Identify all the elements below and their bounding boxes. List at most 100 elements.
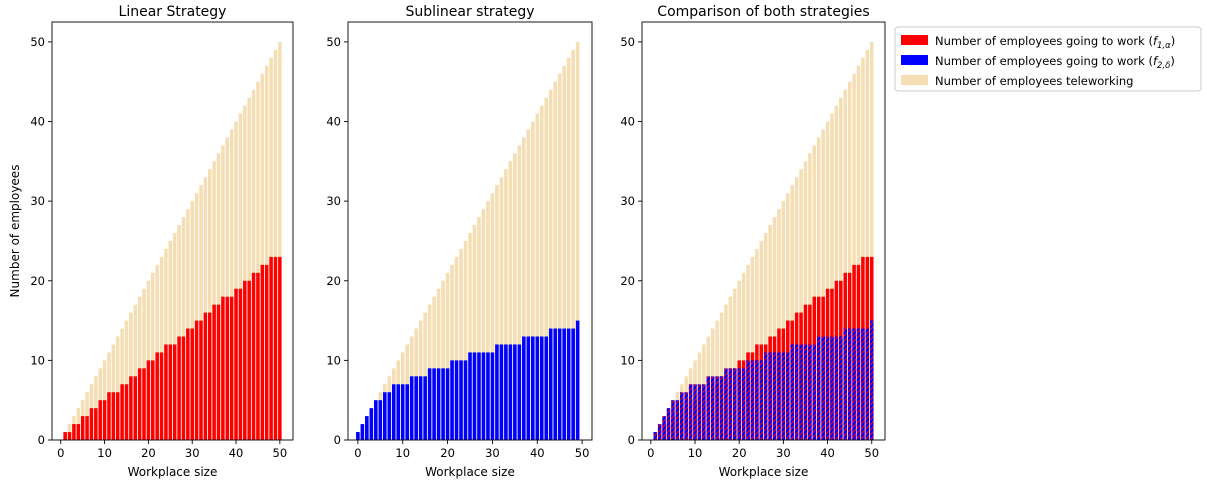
bar — [133, 304, 138, 440]
x-tick-label: 40 — [820, 446, 835, 460]
bar — [472, 352, 477, 440]
bar — [256, 272, 260, 440]
bar — [89, 408, 94, 440]
bar — [477, 352, 481, 440]
x-tick-label: 40 — [530, 446, 545, 460]
bar — [151, 360, 155, 440]
legend: Number of employees going to work (f1,α)… — [894, 26, 1202, 92]
bar — [544, 97, 549, 440]
bar — [454, 360, 459, 440]
bar — [229, 129, 234, 441]
bar — [544, 336, 549, 440]
x-tick-label: 30 — [185, 446, 200, 460]
bar — [94, 408, 98, 440]
x-tick-label: 10 — [97, 446, 112, 460]
bar — [221, 296, 225, 440]
bar — [575, 41, 580, 441]
bar — [856, 65, 861, 440]
bar — [741, 368, 746, 440]
bar — [728, 368, 733, 440]
chart-title: Linear Strategy — [119, 4, 227, 20]
x-axis-label: Workplace size — [719, 465, 809, 479]
bars — [63, 41, 282, 441]
bar — [278, 41, 282, 441]
legend-swatch — [901, 35, 928, 45]
bar — [194, 193, 199, 440]
bar — [684, 392, 688, 440]
y-tick-label: 30 — [30, 194, 45, 208]
legend-box — [894, 26, 1202, 92]
bar — [477, 217, 481, 440]
bar — [847, 81, 852, 441]
bar — [808, 153, 812, 440]
bar — [234, 288, 238, 440]
bar — [557, 73, 562, 440]
x-tick-label: 0 — [647, 446, 654, 460]
bar — [468, 232, 472, 440]
bar — [808, 344, 812, 440]
bar — [675, 400, 680, 440]
x-tick-label: 0 — [57, 446, 64, 460]
bar — [768, 352, 772, 440]
bar — [256, 81, 260, 441]
bar — [750, 360, 755, 440]
bar — [190, 328, 194, 440]
bar — [155, 352, 159, 440]
bar — [260, 73, 265, 440]
bar — [468, 352, 472, 440]
bar — [495, 185, 499, 440]
x-tick-label: 10 — [688, 446, 703, 460]
bar — [763, 352, 768, 440]
bar — [120, 384, 124, 440]
bar — [67, 432, 72, 440]
series-1 — [63, 256, 282, 440]
bar — [508, 161, 513, 440]
bar — [427, 368, 432, 440]
bar — [85, 416, 89, 440]
bar — [177, 336, 181, 440]
bar — [238, 288, 243, 440]
bar — [566, 57, 571, 440]
bar — [212, 161, 216, 440]
bar — [755, 360, 759, 440]
bar — [719, 376, 724, 440]
bar — [159, 352, 164, 440]
bar — [531, 121, 535, 441]
bar — [566, 328, 571, 440]
bar — [750, 256, 755, 440]
bar — [238, 113, 243, 440]
bar — [812, 145, 817, 440]
x-tick-label: 50 — [575, 446, 590, 460]
bar — [459, 360, 463, 440]
bar — [369, 408, 374, 440]
bar — [486, 201, 490, 440]
bar — [186, 209, 190, 440]
bar — [843, 89, 847, 441]
bar — [834, 336, 839, 440]
bar — [553, 328, 558, 440]
bar — [499, 344, 504, 440]
bar — [243, 105, 247, 440]
legend-label: Number of employees teleworking — [935, 74, 1133, 88]
bar — [111, 344, 116, 440]
chart-title: Sublinear strategy — [405, 4, 534, 20]
bar — [772, 352, 777, 440]
bar — [865, 49, 870, 441]
bar — [794, 177, 799, 440]
bar — [847, 328, 852, 440]
bar — [562, 65, 566, 440]
bar — [142, 368, 146, 440]
bar — [869, 41, 874, 441]
bar — [391, 384, 396, 440]
bar — [706, 376, 711, 440]
bar — [203, 312, 208, 440]
bar — [786, 193, 790, 440]
axes-frame — [51, 21, 294, 441]
sublinear-strategy-panel: Sublinear strategy 0 10 20 30 40 50 0 10 20 30 40 5… — [326, 4, 593, 460]
bar — [454, 256, 459, 440]
bar — [865, 328, 870, 440]
bar — [378, 400, 383, 440]
y-tick-label: 30 — [620, 194, 635, 208]
x-tick-label: 20 — [141, 446, 156, 460]
bar — [418, 376, 423, 440]
